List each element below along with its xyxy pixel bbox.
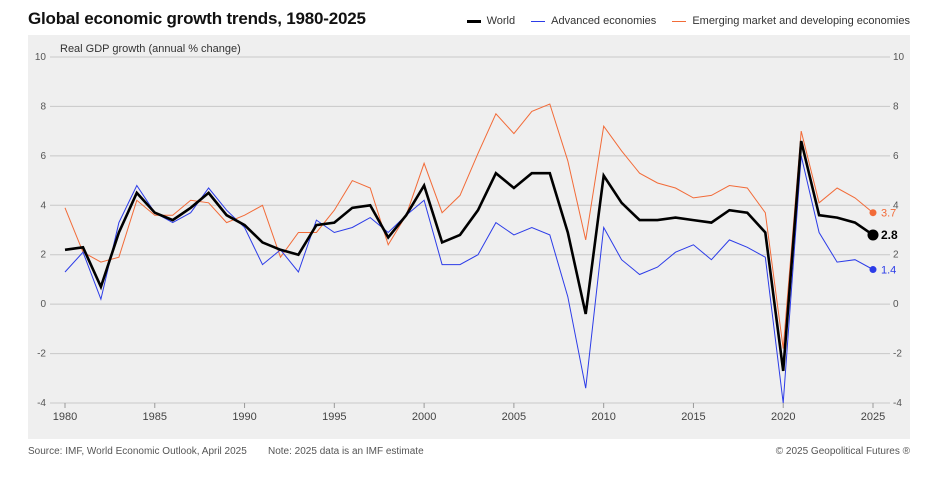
x-tick-label: 2025 xyxy=(861,411,885,423)
x-tick-label: 1980 xyxy=(53,411,77,423)
legend-label-world: World xyxy=(486,15,516,27)
x-tick-label: 1985 xyxy=(143,411,167,423)
x-tick-label: 2015 xyxy=(681,411,705,423)
legend: World Advanced economies Emerging market… xyxy=(451,15,910,27)
y-tick-label-left: 0 xyxy=(40,299,46,310)
x-tick-label: 2005 xyxy=(502,411,526,423)
footer-note: Note: 2025 data is an IMF estimate xyxy=(268,446,424,457)
legend-swatch-emerging xyxy=(672,20,687,22)
y-tick-label-left: 8 xyxy=(40,101,46,112)
y-tick-label-left: 6 xyxy=(40,151,46,162)
y-tick-label-left: 10 xyxy=(35,52,47,63)
legend-label-advanced: Advanced economies xyxy=(551,15,657,27)
x-tick-label: 1990 xyxy=(232,411,256,423)
y-tick-label-right: -4 xyxy=(893,398,902,409)
y-tick-label-right: 8 xyxy=(893,101,899,112)
footer-copyright: © 2025 Geopolitical Futures ® xyxy=(775,446,910,457)
endpoint-marker-world xyxy=(867,229,879,241)
y-tick-label-left: 2 xyxy=(40,250,46,261)
y-tick-label-left: -2 xyxy=(37,349,46,360)
y-tick-label-right: 0 xyxy=(893,299,899,310)
x-tick-label: 2010 xyxy=(591,411,615,423)
y-tick-label-right: 10 xyxy=(893,52,905,63)
endpoint-label-emerging-market-and-developing-economies: 3.7 xyxy=(881,208,896,220)
chart-title: Global economic growth trends, 1980-2025 xyxy=(28,9,366,28)
y-tick-label-left: -4 xyxy=(37,398,46,409)
legend-item-advanced: Advanced economies xyxy=(531,15,656,27)
endpoint-label-world: 2.8 xyxy=(881,228,898,242)
endpoint-marker-emerging-market-and-developing-economies xyxy=(869,209,877,217)
series-lines xyxy=(64,103,874,404)
legend-item-world: World xyxy=(466,15,516,27)
footer-source: Source: IMF, World Economic Outlook, Apr… xyxy=(28,446,247,457)
x-tick-label: 2000 xyxy=(412,411,436,423)
x-tick-labels: 1980 1985 1990 1995 2000 2005 2010 2015 2020 2025 xyxy=(53,403,885,423)
legend-swatch-world xyxy=(466,19,481,23)
x-tick-label: 1995 xyxy=(322,411,346,423)
grid-lines xyxy=(50,56,890,404)
y-tick-label-right: 2 xyxy=(893,250,899,261)
plot-background xyxy=(28,35,910,439)
y-tick-labels: 10 10 8 8 6 6 4 4 2 2 0 0 -2 -2 -4 -4 xyxy=(35,52,905,409)
y-tick-label-right: 6 xyxy=(893,151,899,162)
series-line-world xyxy=(64,140,874,372)
y-tick-label-right: 4 xyxy=(893,200,899,211)
y-tick-label-right: -2 xyxy=(893,349,902,360)
endpoint-marker-advanced-economies xyxy=(869,266,877,274)
endpoint-label-advanced-economies: 1.4 xyxy=(881,265,896,277)
y-tick-label-left: 4 xyxy=(40,200,46,211)
y-axis-label: Real GDP growth (annual % change) xyxy=(60,43,241,55)
series-endpoints: 3.7 1.4 2.8 xyxy=(867,208,898,277)
x-tick-label: 2020 xyxy=(771,411,795,423)
legend-swatch-advanced xyxy=(531,20,546,22)
legend-item-emerging: Emerging market and developing economies xyxy=(672,15,910,27)
legend-label-emerging: Emerging market and developing economies xyxy=(692,15,910,27)
